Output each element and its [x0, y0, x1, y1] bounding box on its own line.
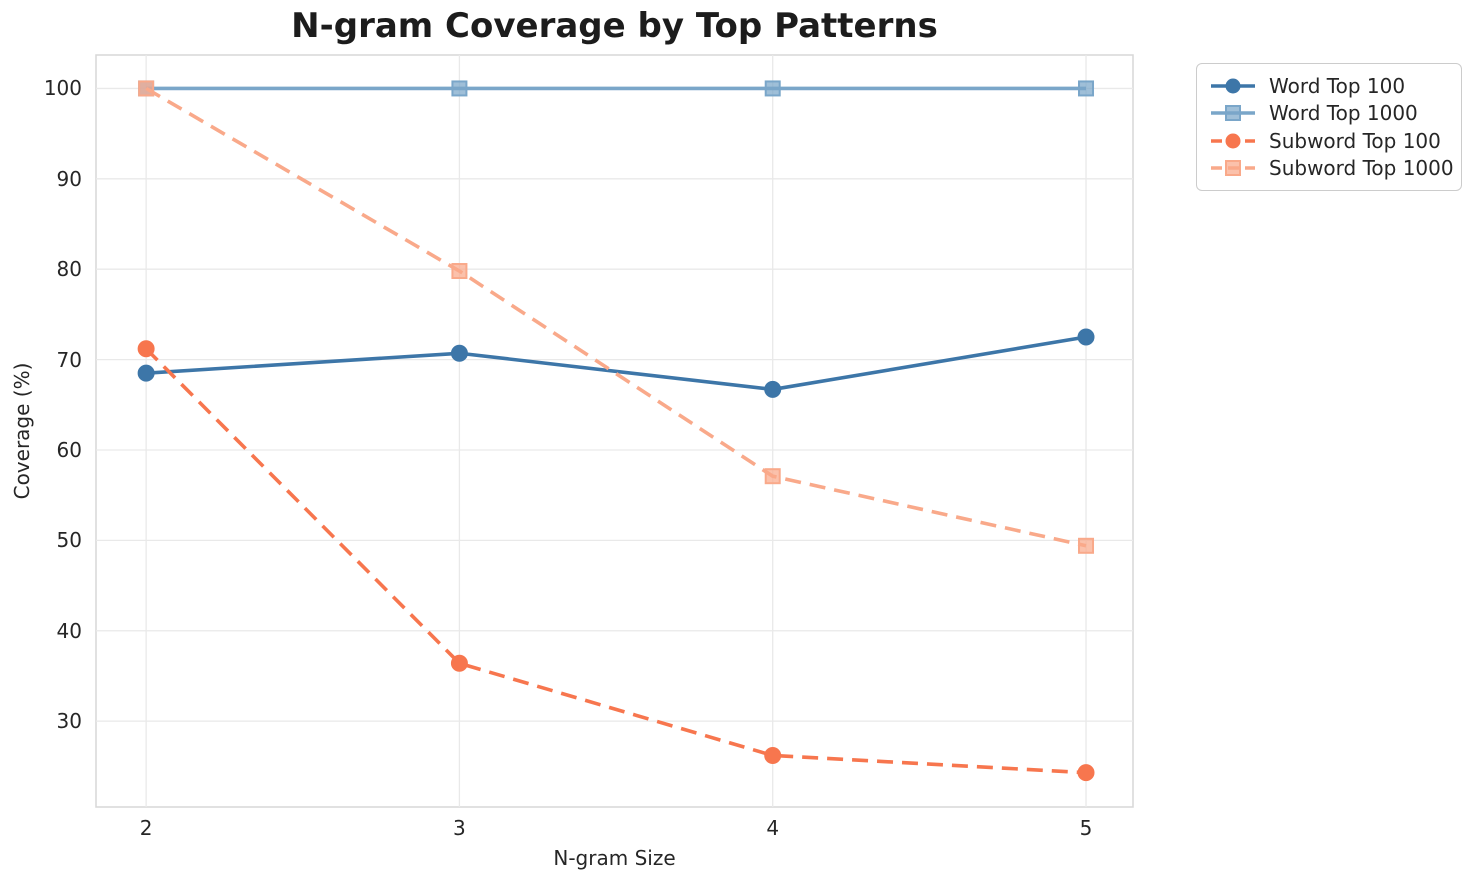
- data-point-marker: [137, 340, 155, 358]
- data-point-marker: [764, 468, 781, 485]
- series-word-top-100: [137, 328, 1095, 398]
- data-point-marker: [138, 80, 155, 97]
- y-axis-label: Coverage (%): [10, 362, 34, 500]
- legend-item-word-top-1000: Word Top 1000: [1209, 100, 1449, 128]
- series-subword-top-1000: [138, 80, 1095, 554]
- legend-item-subword-top-100: Subword Top 100: [1209, 127, 1449, 155]
- legend-sample-line-marker: [1211, 105, 1255, 122]
- legend-sample-line-marker: [1211, 133, 1255, 149]
- legend-label: Word Top 1000: [1269, 101, 1418, 126]
- legend-sample-line-marker: [1211, 160, 1255, 177]
- data-point-marker: [137, 364, 155, 382]
- data-point-marker: [451, 263, 468, 280]
- data-point-marker: [1077, 764, 1095, 782]
- y-tick-label: 80: [56, 257, 82, 282]
- y-tick-label: 50: [56, 528, 82, 553]
- data-point-marker: [450, 344, 468, 362]
- x-tick-label: 4: [766, 816, 780, 840]
- plot-border: [95, 54, 1134, 808]
- data-point-marker: [450, 654, 468, 672]
- legend: Word Top 100 Word Top 1000 Subword Top 1…: [1196, 63, 1462, 191]
- data-point-marker: [1078, 80, 1095, 97]
- y-tick-label: 60: [56, 437, 82, 462]
- data-point-marker: [1077, 328, 1095, 346]
- legend-label: Word Top 100: [1269, 73, 1406, 98]
- x-axis-label: N-gram Size: [553, 846, 676, 870]
- data-point-marker: [1078, 537, 1095, 554]
- x-tick-label: 5: [1079, 816, 1093, 840]
- y-axis-tick-labels: 30 40 50 60 70 80 90 100: [0, 0, 82, 885]
- y-tick-label: 70: [56, 347, 82, 372]
- legend-item-subword-top-1000: Subword Top 1000: [1209, 155, 1454, 183]
- data-point-marker: [764, 380, 782, 398]
- legend-item-word-top-100: Word Top 100: [1209, 72, 1449, 100]
- series-subword-top-100: [137, 340, 1095, 782]
- legend-label: Subword Top 1000: [1269, 156, 1454, 181]
- data-point-marker: [764, 746, 782, 764]
- gridlines: [96, 55, 1133, 807]
- chart-title: N-gram Coverage by Top Patterns: [291, 6, 938, 46]
- y-tick-label: 90: [56, 166, 82, 191]
- legend-label: Subword Top 100: [1269, 128, 1441, 153]
- data-point-marker: [764, 80, 781, 97]
- y-tick-label: 40: [56, 618, 82, 643]
- y-tick-label: 30: [56, 709, 82, 734]
- data-point-marker: [451, 80, 468, 97]
- x-tick-label: 3: [453, 816, 466, 840]
- legend-sample-line-marker: [1211, 78, 1255, 94]
- x-tick-label: 2: [139, 816, 153, 840]
- y-tick-label: 100: [43, 76, 82, 101]
